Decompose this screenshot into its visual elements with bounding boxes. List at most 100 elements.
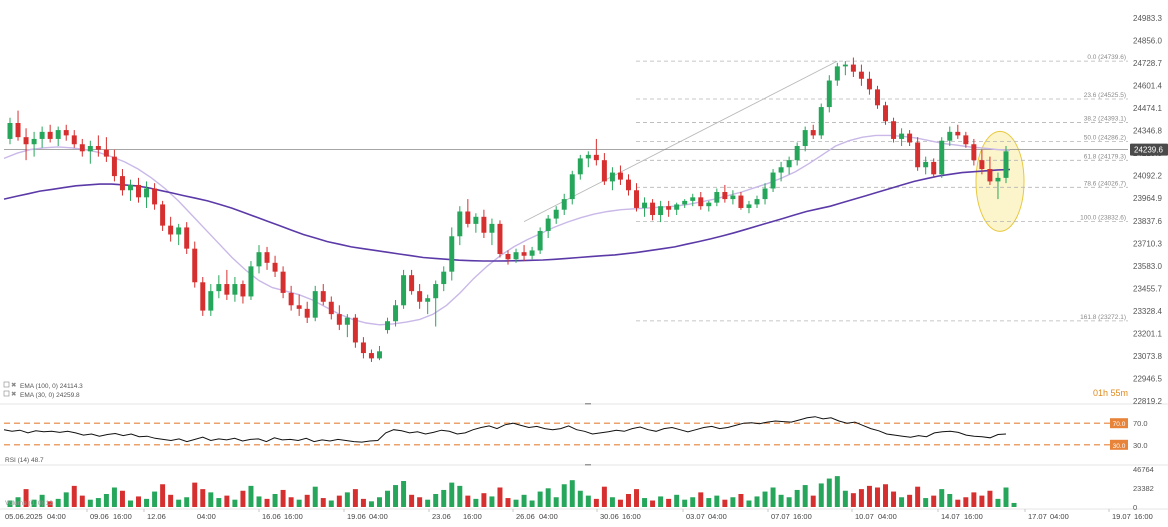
candle-body bbox=[31, 138, 37, 145]
candle-body bbox=[529, 250, 535, 256]
candle-body bbox=[304, 308, 310, 318]
candle-body bbox=[160, 204, 166, 226]
volume-bar bbox=[240, 490, 246, 507]
rsi-axis-label: 70.0 bbox=[1133, 419, 1148, 428]
candle-body bbox=[746, 204, 752, 208]
volume-bar bbox=[336, 495, 342, 507]
candle-body bbox=[899, 133, 905, 139]
volume-bar bbox=[232, 499, 238, 507]
candle-body bbox=[577, 158, 583, 175]
volume-bar bbox=[103, 493, 109, 507]
price-tick-label: 24728.7 bbox=[1133, 59, 1162, 68]
candle-body bbox=[457, 211, 463, 237]
candle-body bbox=[826, 80, 832, 108]
volume-bar bbox=[601, 486, 607, 507]
volume-bar bbox=[842, 490, 848, 507]
candle-body bbox=[208, 291, 214, 311]
volume-bar bbox=[642, 498, 648, 507]
candle-body bbox=[939, 140, 945, 175]
legend-entry: EMA (30, 0) 24259.8 bbox=[20, 392, 80, 399]
volume-bar bbox=[95, 498, 101, 507]
legend-eye-icon[interactable] bbox=[3, 390, 10, 397]
candle-body bbox=[682, 200, 688, 205]
volume-bar bbox=[144, 498, 150, 507]
volume-pane-resize-handle[interactable] bbox=[585, 464, 591, 466]
candle-body bbox=[296, 305, 302, 309]
volume-bar bbox=[425, 499, 431, 507]
current-price-label: 24239.6 bbox=[1134, 146, 1163, 155]
candle-body bbox=[95, 146, 101, 150]
candle-body bbox=[1003, 151, 1009, 178]
fib-level-label: 0.0 (24739.6) bbox=[1087, 54, 1126, 61]
time-axis-label: 04:00 bbox=[708, 512, 727, 521]
time-axis-label: 23.06 bbox=[432, 512, 451, 521]
volume-bar bbox=[690, 497, 696, 507]
price-tick-label: 23073.8 bbox=[1133, 352, 1162, 361]
volume-bar bbox=[31, 499, 37, 507]
time-axis-label: 05.06.2025 bbox=[5, 512, 43, 521]
candle-body bbox=[537, 230, 543, 251]
volume-bar bbox=[625, 493, 631, 507]
volume-bar bbox=[136, 496, 142, 507]
candle-body bbox=[601, 160, 607, 182]
volume-bar bbox=[802, 485, 808, 507]
volume-bar bbox=[272, 493, 278, 507]
time-axis-label: 16:00 bbox=[284, 512, 303, 521]
legend-close-icon[interactable]: ✖ bbox=[11, 391, 17, 398]
volume-bar bbox=[160, 484, 166, 507]
time-axis-label: 07.07 bbox=[771, 512, 790, 521]
volume-bar bbox=[513, 499, 519, 507]
candle-body bbox=[433, 284, 439, 299]
volume-bar bbox=[192, 482, 198, 507]
price-tick-label: 24474.1 bbox=[1133, 104, 1162, 113]
time-axis-label: 17.07 bbox=[1028, 512, 1047, 521]
volume-axis-label: 23382 bbox=[1133, 484, 1154, 493]
time-axis-label: 09.06 bbox=[90, 512, 109, 521]
candle-body bbox=[336, 314, 342, 325]
volume-bar bbox=[497, 487, 503, 507]
volume-bar bbox=[826, 478, 832, 507]
volume-bar bbox=[698, 492, 704, 507]
candle-body bbox=[15, 123, 21, 138]
candle-body bbox=[425, 298, 431, 302]
volume-bar bbox=[47, 501, 53, 507]
legend-eye-icon[interactable] bbox=[3, 381, 10, 388]
volume-bar bbox=[569, 480, 575, 507]
legend-close-icon[interactable]: ✖ bbox=[11, 382, 17, 389]
volume-bar bbox=[810, 495, 816, 507]
candle-body bbox=[449, 236, 455, 272]
volume-bar bbox=[979, 495, 985, 507]
candle-body bbox=[738, 195, 744, 208]
fib-level-label: 78.6 (24026.7) bbox=[1084, 180, 1126, 187]
candle-body bbox=[706, 202, 712, 207]
candle-body bbox=[553, 209, 559, 219]
volume-bar bbox=[770, 487, 776, 507]
candle-body bbox=[810, 130, 816, 136]
rsi-pane-resize-handle[interactable] bbox=[585, 403, 591, 405]
candle-countdown: 01h 55m bbox=[1093, 388, 1128, 398]
candle-body bbox=[955, 131, 961, 136]
volume-bar bbox=[23, 489, 29, 507]
volume-bar bbox=[706, 498, 712, 507]
volume-bar bbox=[995, 498, 1001, 507]
candle-body bbox=[642, 202, 648, 208]
time-axis-label: 04:00 bbox=[878, 512, 897, 521]
candle-body bbox=[240, 284, 246, 297]
candle-body bbox=[786, 160, 792, 168]
price-tick-label: 24092.2 bbox=[1133, 172, 1162, 181]
time-axis-label: 16:00 bbox=[964, 512, 983, 521]
price-tick-label: 24856.0 bbox=[1133, 37, 1162, 46]
candle-body bbox=[248, 266, 254, 297]
volume-bar bbox=[923, 498, 929, 507]
rsi-legend: RSI (14) 48.7 bbox=[5, 457, 44, 464]
volume-bar bbox=[184, 497, 190, 507]
candle-body bbox=[947, 131, 953, 141]
time-axis-label: 04:00 bbox=[197, 512, 216, 521]
volume-bar bbox=[553, 497, 559, 507]
price-tick-label: 22819.2 bbox=[1133, 397, 1162, 406]
candle-body bbox=[136, 184, 142, 198]
volume-bar bbox=[617, 499, 623, 507]
candle-body bbox=[609, 172, 615, 182]
volume-bar bbox=[609, 497, 615, 507]
